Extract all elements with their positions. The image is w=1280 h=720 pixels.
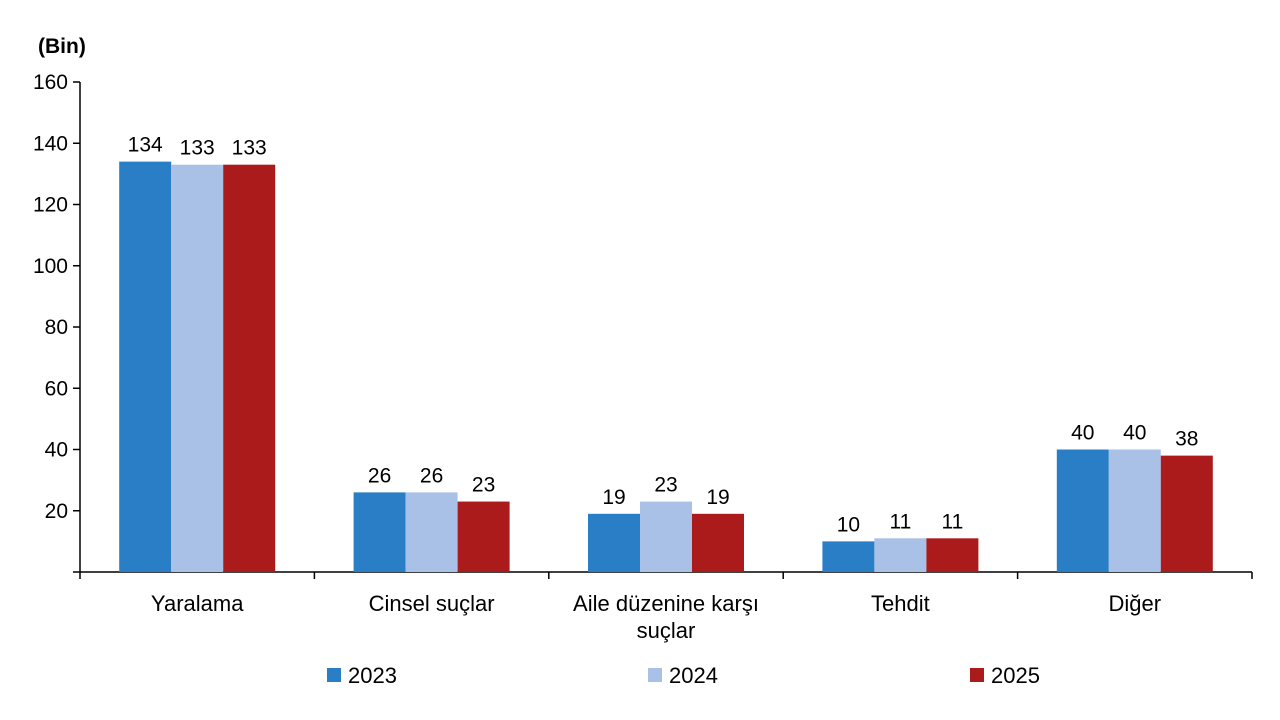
y-tick-label: 160 (33, 71, 68, 94)
legend: 2023 2024 2025 (327, 663, 1040, 688)
bar-2024 (405, 492, 458, 572)
data-label-2024: 40 (1123, 422, 1146, 445)
y-tick-label: 140 (33, 132, 68, 155)
legend-label-2024: 2024 (669, 663, 718, 688)
y-tick-label: 60 (45, 377, 68, 400)
category-label: Aile düzenine karşı (573, 591, 759, 616)
data-label-2024: 26 (420, 464, 443, 487)
legend-swatch-2023 (327, 668, 341, 682)
y-tick-label: 40 (45, 439, 68, 462)
data-label-2024: 133 (180, 137, 215, 160)
data-label-2023: 40 (1071, 422, 1094, 445)
data-label-2024: 23 (654, 474, 677, 497)
legend-swatch-2024 (648, 668, 662, 682)
category-labels-group: Yaralama Cinsel suçlar Aile düzenine karşı… (151, 591, 1161, 643)
x-axis (73, 571, 1253, 579)
data-labels-group: 134 133 133 26 26 23 19 23 19 10 11 11 40 40 38 (128, 134, 1199, 537)
category-label: suçlar (637, 618, 696, 643)
bar-2024 (171, 164, 224, 572)
data-label-2025: 38 (1175, 428, 1198, 451)
bar-2024 (874, 538, 927, 572)
data-label-2023: 10 (837, 513, 860, 536)
data-label-2024: 11 (889, 510, 911, 533)
category-label: Diğer (1109, 591, 1162, 616)
data-label-2025: 23 (472, 474, 495, 497)
y-tick-label: 80 (45, 316, 68, 339)
bar-2023 (119, 161, 172, 572)
data-label-2025: 11 (941, 510, 963, 533)
data-label-2023: 134 (128, 134, 163, 157)
data-label-2025: 19 (706, 486, 729, 509)
y-axis: 20 40 60 80 100 120 140 160 (33, 71, 81, 572)
bar-2025 (223, 164, 276, 572)
legend-swatch-2025 (970, 668, 984, 682)
data-label-2023: 26 (368, 464, 391, 487)
bar-2025 (926, 538, 979, 572)
category-label: Cinsel suçlar (369, 591, 495, 616)
bar-2023 (822, 541, 875, 572)
bars-group (119, 161, 1213, 572)
bar-2025 (457, 501, 510, 572)
bar-2024 (640, 501, 692, 572)
legend-label-2025: 2025 (991, 663, 1040, 688)
y-tick-label: 120 (33, 194, 68, 217)
unit-label: (Bin) (38, 35, 86, 58)
data-label-2025: 133 (232, 137, 267, 160)
y-tick-label: 20 (45, 500, 68, 523)
bar-2023 (588, 513, 640, 572)
bar-2024 (1108, 449, 1161, 572)
bar-2023 (1056, 449, 1109, 572)
bar-2025 (692, 513, 744, 572)
bar-2023 (353, 492, 406, 572)
category-label: Yaralama (151, 591, 244, 616)
data-label-2023: 19 (602, 486, 625, 509)
y-tick-label: 100 (33, 255, 68, 278)
category-label: Tehdit (871, 591, 930, 616)
bar-2025 (1160, 455, 1213, 572)
legend-label-2023: 2023 (348, 663, 397, 688)
